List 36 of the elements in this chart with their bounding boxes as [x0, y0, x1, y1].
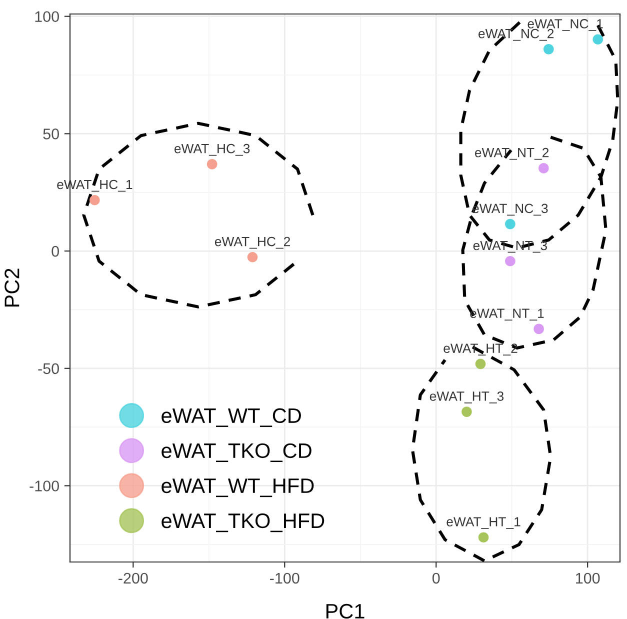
point: [534, 324, 544, 334]
point: [247, 252, 258, 262]
legend-label: eWAT_TKO_CD: [162, 443, 312, 462]
annotation: eWAT_NT_3: [473, 240, 547, 253]
annotation: eWAT_HT_1: [446, 517, 520, 529]
x-tick-label: -100: [270, 572, 300, 584]
point: [592, 34, 604, 44]
annotation: eWAT_HT_3: [430, 392, 504, 404]
x-axis-title: PC1: [326, 604, 364, 619]
annotation: eWAT_NT_1: [470, 308, 544, 321]
x-tick-label: 0: [432, 572, 440, 584]
x-tick-label: -200: [118, 572, 148, 584]
legend-label: eWAT_WT_CD: [162, 408, 301, 427]
annotation: eWAT_HC_3: [174, 144, 250, 156]
legend-label: eWAT_TKO_HFD: [162, 513, 324, 532]
point: [206, 159, 218, 170]
x-tick-label: 100: [576, 572, 600, 584]
point: [90, 194, 100, 206]
point: [505, 218, 516, 230]
annotation: eWAT_NC_2: [478, 28, 554, 41]
y-tick-label: 50: [43, 128, 59, 140]
point: [544, 44, 554, 54]
annotation: eWAT_NC_1: [528, 19, 603, 31]
point: [462, 406, 472, 417]
point: [538, 163, 549, 174]
point: [505, 256, 516, 266]
y-tick-label: -100: [30, 480, 59, 492]
y-tick-label: 0: [52, 246, 59, 257]
y-tick-label: -50: [38, 363, 59, 374]
point: [475, 358, 486, 370]
point: [478, 532, 489, 543]
legend-label: eWAT_WT_HFD: [162, 478, 314, 498]
annotation: eWAT_HC_2: [214, 236, 290, 249]
y-axis-title: PC2: [4, 268, 20, 307]
y-tick-label: 100: [35, 11, 59, 22]
line-series: [410, 345, 552, 562]
